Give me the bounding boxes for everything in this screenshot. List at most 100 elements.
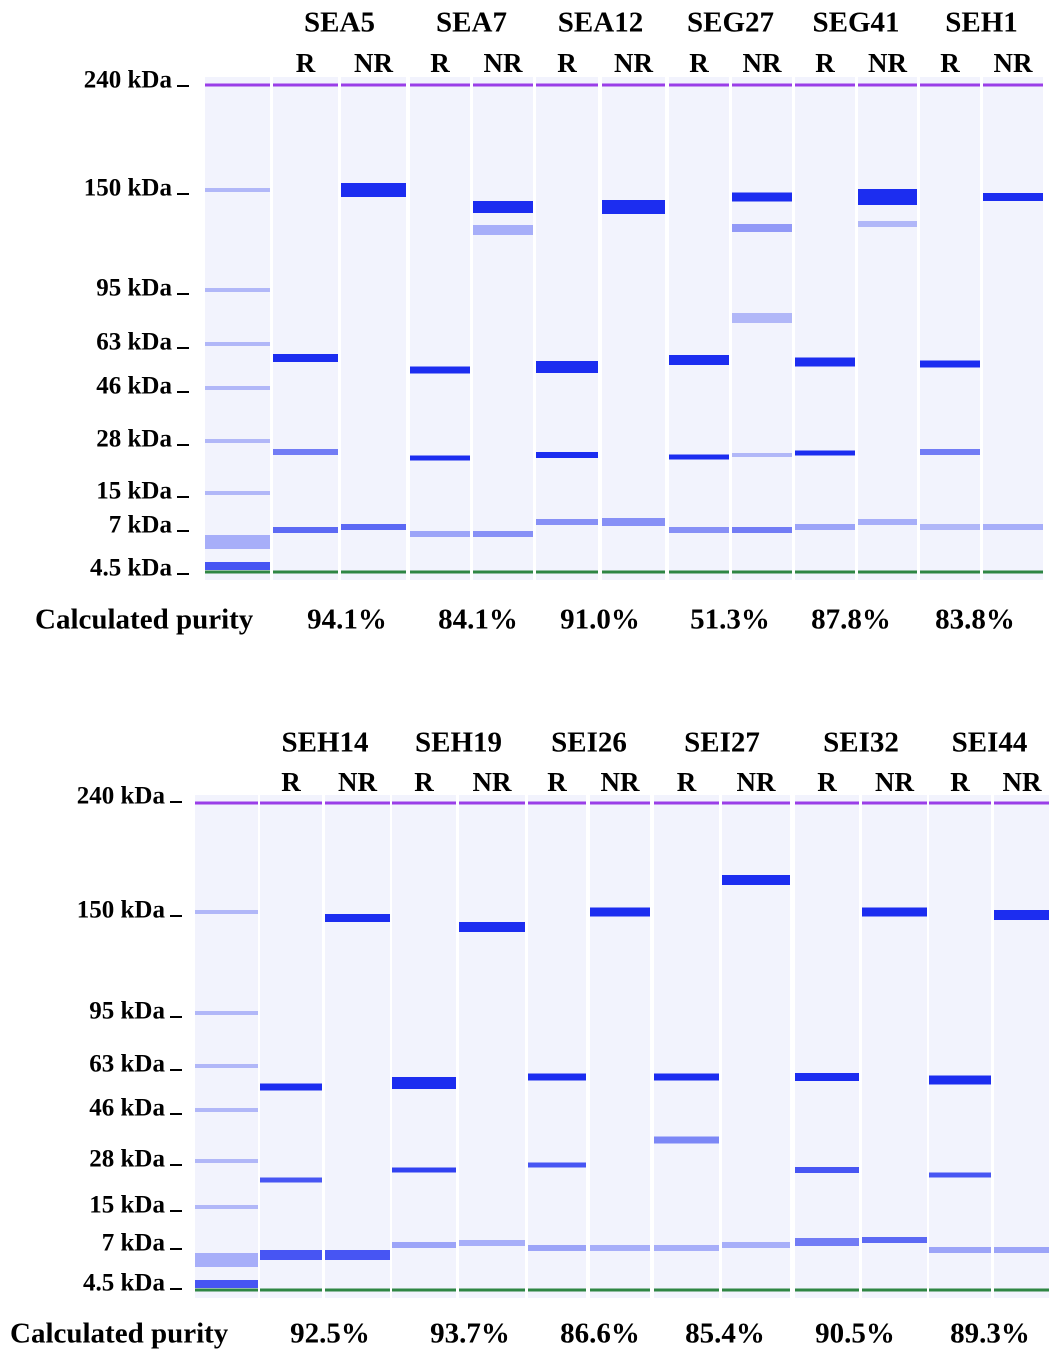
purity-value: 91.0% <box>560 604 640 636</box>
sample-name: SEH19 <box>415 727 502 759</box>
band <box>994 1247 1049 1253</box>
gel-lane <box>205 77 270 580</box>
band <box>732 453 792 457</box>
band <box>654 1289 719 1292</box>
band <box>205 535 270 549</box>
sample-name: SEA12 <box>558 7 643 39</box>
band <box>205 188 270 192</box>
lane-label: R <box>950 767 970 797</box>
lane-label: NR <box>338 767 377 797</box>
lane-label: R <box>689 48 709 78</box>
ladder-label: 150 kDa <box>84 175 173 202</box>
band <box>473 531 533 537</box>
band <box>994 910 1049 920</box>
band <box>669 527 729 533</box>
gel-lane <box>795 795 859 1298</box>
band <box>795 1073 859 1081</box>
ladder-label: 150 kDa <box>77 897 166 924</box>
band <box>602 571 665 574</box>
purity-value: 84.1% <box>438 604 518 636</box>
gel-lane <box>528 795 586 1298</box>
band <box>722 875 790 885</box>
purity-value: 86.6% <box>560 1318 640 1350</box>
band <box>795 1167 859 1173</box>
gel-lane <box>473 77 533 580</box>
sample-name: SEI32 <box>823 727 899 759</box>
ladder-label: 46 kDa <box>89 1095 165 1122</box>
gel-lane <box>920 77 980 580</box>
band <box>536 361 598 373</box>
lane-label: NR <box>868 48 907 78</box>
band <box>590 908 650 917</box>
band <box>273 449 338 455</box>
gel-lane <box>590 795 650 1298</box>
band <box>260 1178 322 1183</box>
sample-name: SEH1 <box>945 7 1018 39</box>
band <box>260 1084 322 1091</box>
lane-label: NR <box>994 48 1033 78</box>
purity-value: 87.8% <box>811 604 891 636</box>
gel-lane <box>929 795 991 1298</box>
sample-name: SEI27 <box>684 727 760 759</box>
band <box>983 524 1043 530</box>
band <box>205 386 270 390</box>
band <box>473 571 533 574</box>
ladder-label: 95 kDa <box>89 998 165 1025</box>
sample-name: SEI26 <box>551 727 627 759</box>
gel-lane <box>983 77 1043 580</box>
ladder-label: 95 kDa <box>96 275 172 302</box>
ladder-label: 28 kDa <box>89 1146 165 1173</box>
ladder-label: 4.5 kDa <box>90 555 172 582</box>
lane-label: R <box>940 48 960 78</box>
gel-lane <box>858 77 917 580</box>
lane-label: NR <box>875 767 914 797</box>
purity-value: 92.5% <box>290 1318 370 1350</box>
lane-label: NR <box>354 48 393 78</box>
band <box>602 200 665 214</box>
purity-value: 89.3% <box>950 1318 1030 1350</box>
band <box>325 1289 390 1292</box>
band <box>732 527 792 533</box>
lane-label: NR <box>614 48 653 78</box>
lane-label: R <box>430 48 450 78</box>
band <box>273 527 338 533</box>
band <box>920 361 980 368</box>
band <box>205 288 270 292</box>
gel-lane <box>260 795 322 1298</box>
band <box>273 354 338 362</box>
band <box>654 1245 719 1251</box>
sample-name: SEI44 <box>952 727 1028 759</box>
purity-value: 90.5% <box>815 1318 895 1350</box>
band <box>473 201 533 213</box>
band <box>929 1173 991 1178</box>
ladder-label: 240 kDa <box>77 783 166 810</box>
band <box>858 189 917 205</box>
band <box>669 571 729 574</box>
band <box>528 1245 586 1251</box>
band <box>920 449 980 455</box>
ladder-label: 15 kDa <box>89 1192 165 1219</box>
gel-lane <box>654 795 719 1298</box>
band <box>473 225 533 235</box>
ladder-label: 63 kDa <box>96 329 172 356</box>
gel-lane <box>862 795 927 1298</box>
band <box>528 1289 586 1292</box>
gel-lane <box>392 795 456 1298</box>
band <box>669 455 729 460</box>
ladder-label: 7 kDa <box>102 1230 166 1257</box>
gel-lane <box>994 795 1049 1298</box>
band <box>536 519 598 525</box>
band <box>722 1289 790 1292</box>
band <box>260 1250 322 1260</box>
gel-lane <box>273 77 338 580</box>
band <box>260 1289 322 1292</box>
band <box>528 1163 586 1168</box>
band <box>602 518 665 526</box>
lane-label: NR <box>473 767 512 797</box>
band <box>983 193 1043 201</box>
band <box>195 1289 258 1292</box>
band <box>858 519 917 525</box>
band <box>862 1289 927 1292</box>
band <box>273 571 338 574</box>
band <box>862 1237 927 1243</box>
